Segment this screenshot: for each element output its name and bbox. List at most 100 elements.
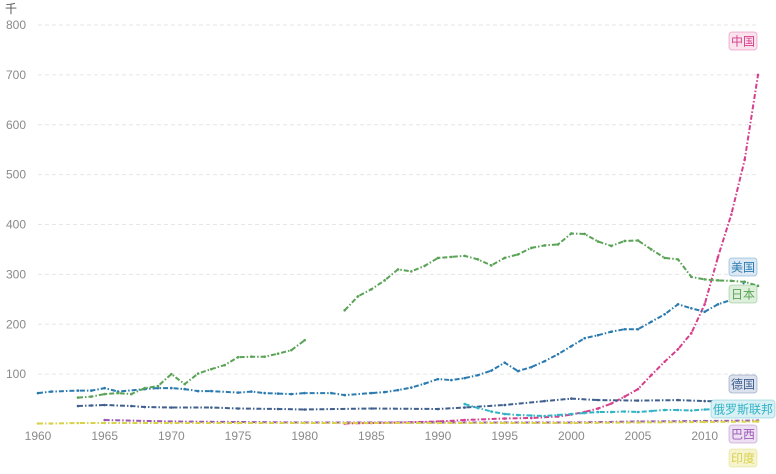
data-point bbox=[130, 404, 133, 408]
data-point bbox=[50, 390, 53, 393]
data-point bbox=[370, 407, 373, 410]
data-point bbox=[276, 392, 280, 395]
data-point bbox=[730, 213, 733, 216]
data-point bbox=[490, 264, 493, 267]
data-point bbox=[556, 352, 560, 356]
x-tick-label: 1995 bbox=[491, 429, 518, 443]
data-point bbox=[516, 253, 520, 256]
data-point bbox=[530, 414, 533, 417]
data-point bbox=[703, 303, 706, 306]
data-point bbox=[610, 244, 613, 248]
data-point bbox=[303, 338, 306, 342]
data-point bbox=[743, 158, 746, 161]
data-point bbox=[396, 388, 400, 392]
x-tick-label: 1975 bbox=[225, 429, 252, 443]
data-point bbox=[663, 360, 666, 363]
data-point bbox=[116, 391, 120, 395]
series-label: 中国 bbox=[731, 34, 755, 49]
series-line-中国 bbox=[344, 74, 759, 425]
data-point bbox=[503, 403, 506, 407]
data-point bbox=[103, 392, 106, 396]
data-point bbox=[530, 416, 533, 420]
data-point bbox=[583, 336, 586, 340]
data-point bbox=[503, 412, 506, 416]
data-point bbox=[596, 240, 600, 243]
data-point bbox=[183, 387, 186, 391]
data-point bbox=[490, 410, 493, 413]
data-point bbox=[610, 410, 613, 414]
data-point bbox=[303, 391, 306, 395]
data-point bbox=[263, 391, 266, 395]
data-point bbox=[223, 363, 226, 367]
data-point bbox=[716, 255, 720, 259]
data-point bbox=[103, 421, 106, 425]
series-label: 印度 bbox=[731, 451, 755, 466]
data-point bbox=[423, 382, 426, 385]
data-point bbox=[303, 421, 306, 425]
y-axis-unit-label: 千 bbox=[5, 2, 17, 16]
series-label: 日本 bbox=[731, 288, 755, 302]
data-point bbox=[570, 397, 573, 400]
data-point bbox=[76, 421, 80, 425]
data-point bbox=[636, 399, 640, 402]
y-tick-label: 700 bbox=[6, 68, 26, 82]
data-point bbox=[623, 395, 626, 398]
data-point bbox=[703, 310, 706, 314]
data-point bbox=[276, 352, 280, 355]
data-point bbox=[36, 422, 40, 425]
x-tick-label: 2000 bbox=[558, 429, 585, 443]
series-label: 德国 bbox=[731, 377, 755, 392]
data-point bbox=[623, 410, 626, 413]
data-point bbox=[650, 320, 653, 324]
data-point bbox=[570, 412, 573, 416]
y-tick-label: 200 bbox=[6, 317, 26, 331]
data-point bbox=[636, 410, 640, 414]
data-point bbox=[556, 243, 560, 246]
data-point bbox=[703, 420, 706, 424]
data-point bbox=[76, 404, 80, 408]
data-point bbox=[103, 418, 106, 422]
data-point bbox=[636, 421, 640, 424]
data-point bbox=[676, 398, 680, 402]
series-label: 巴西 bbox=[731, 428, 755, 442]
data-point bbox=[170, 406, 173, 409]
data-point bbox=[436, 256, 440, 260]
data-point bbox=[690, 331, 693, 335]
data-point bbox=[623, 327, 626, 331]
data-point bbox=[610, 402, 613, 405]
data-point bbox=[676, 347, 680, 351]
data-point bbox=[530, 365, 533, 369]
data-point bbox=[463, 402, 466, 406]
data-point bbox=[596, 398, 600, 402]
series-label-badge bbox=[728, 257, 758, 277]
data-point bbox=[556, 413, 560, 417]
data-point bbox=[303, 408, 306, 411]
series-line-德国 bbox=[77, 397, 758, 411]
data-point bbox=[343, 308, 346, 312]
x-tick-label: 1990 bbox=[425, 429, 452, 443]
data-point bbox=[436, 421, 440, 425]
data-point bbox=[516, 413, 520, 417]
data-point bbox=[90, 389, 93, 392]
data-point bbox=[410, 270, 413, 273]
series-label: 俄罗斯联邦 bbox=[713, 403, 773, 417]
data-point bbox=[570, 421, 573, 425]
data-point bbox=[503, 361, 506, 364]
data-point bbox=[543, 399, 546, 403]
data-point bbox=[663, 408, 666, 412]
data-point bbox=[383, 390, 386, 394]
data-point bbox=[650, 248, 653, 251]
data-point bbox=[703, 278, 706, 281]
data-point bbox=[436, 377, 440, 381]
data-point bbox=[103, 403, 106, 407]
data-point bbox=[636, 327, 640, 331]
y-tick-label: 400 bbox=[6, 218, 26, 232]
data-point bbox=[650, 373, 653, 377]
data-point bbox=[623, 239, 626, 243]
data-point bbox=[476, 373, 480, 377]
x-tick-label: 1965 bbox=[91, 429, 118, 443]
data-point bbox=[36, 391, 40, 395]
data-point bbox=[703, 408, 706, 411]
data-point bbox=[583, 411, 586, 415]
